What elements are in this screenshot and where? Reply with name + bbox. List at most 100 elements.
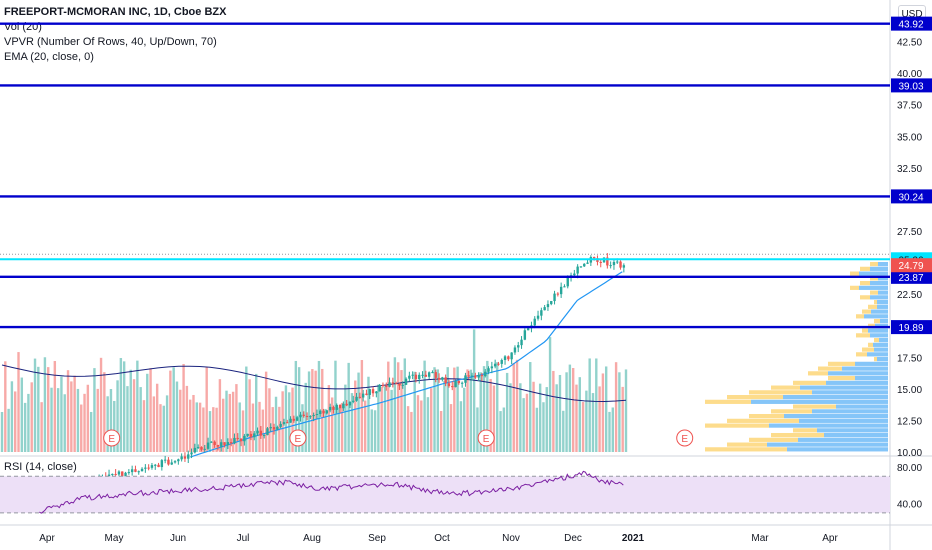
volume-bar-down bbox=[66, 370, 70, 452]
volume-bar-up bbox=[446, 367, 449, 452]
volume-bar-up bbox=[136, 360, 139, 452]
volume-bar-up bbox=[0, 412, 4, 452]
rsi-tick-label: 40.00 bbox=[897, 500, 922, 511]
volume-bar-down bbox=[264, 371, 268, 452]
vpvr-up-bar bbox=[870, 333, 888, 338]
candle-up bbox=[355, 396, 358, 401]
vpvr-up-bar bbox=[877, 304, 888, 309]
candle-down bbox=[223, 442, 226, 446]
vpvr-up-bar bbox=[867, 352, 888, 357]
last-price-tag bbox=[891, 258, 932, 273]
candle-down bbox=[592, 257, 596, 259]
candle-up bbox=[513, 347, 517, 353]
vpvr-down-bar bbox=[749, 437, 798, 442]
candle-up bbox=[401, 384, 404, 386]
volume-bar-up bbox=[37, 366, 40, 452]
volume-bar-down bbox=[400, 370, 403, 452]
x-tick-label: Oct bbox=[434, 533, 450, 544]
candle-up bbox=[368, 389, 371, 395]
candle-up bbox=[576, 266, 579, 274]
price-level-tag bbox=[891, 269, 932, 284]
vpvr-up-bar bbox=[879, 338, 888, 343]
candle-down bbox=[451, 386, 454, 388]
volume-bar-down bbox=[327, 385, 331, 452]
candle-down bbox=[229, 442, 233, 444]
candle-up bbox=[573, 273, 576, 276]
candle-up bbox=[616, 261, 619, 263]
volume-bar-up bbox=[519, 383, 522, 452]
candle-down bbox=[599, 261, 602, 263]
volume-bar-down bbox=[17, 352, 20, 452]
volume-bar-up bbox=[373, 410, 377, 452]
vpvr-down-bar bbox=[793, 428, 817, 433]
volume-bar-down bbox=[311, 369, 314, 452]
volume-bar-up bbox=[578, 377, 581, 452]
candle-up bbox=[180, 456, 183, 460]
vpvr-up-bar bbox=[873, 342, 888, 347]
volume-bar-down bbox=[14, 391, 17, 452]
vpvr-down-bar bbox=[749, 390, 812, 395]
candle-up bbox=[546, 304, 550, 308]
vpvr-down-bar bbox=[856, 314, 864, 319]
vpvr-up-bar bbox=[878, 290, 888, 295]
volume-bar-up bbox=[390, 389, 393, 452]
candle-down bbox=[474, 375, 477, 378]
candle-up bbox=[295, 417, 299, 421]
volume-bar-up bbox=[456, 366, 459, 452]
volume-bar-up bbox=[357, 372, 360, 452]
volume-bar-down bbox=[202, 407, 205, 452]
candle-down bbox=[332, 406, 335, 410]
vpvr-up-bar bbox=[870, 281, 888, 286]
vpvr-down-bar bbox=[868, 323, 875, 328]
candle-up bbox=[150, 465, 154, 468]
volume-bar-up bbox=[304, 382, 307, 452]
indicator-vpvr[interactable]: VPVR (Number Of Rows, 40, Up/Down, 70) bbox=[4, 36, 217, 48]
candle-up bbox=[348, 401, 352, 406]
y-tick-label: 12.50 bbox=[897, 416, 922, 427]
vpvr-up-bar bbox=[828, 371, 888, 376]
vpvr-up-bar bbox=[870, 266, 888, 271]
x-tick-label: Dec bbox=[564, 533, 582, 544]
volume-bar-up bbox=[10, 381, 14, 452]
candle-up bbox=[269, 427, 272, 429]
vpvr-up-bar bbox=[870, 295, 888, 300]
volume-bar-up bbox=[436, 369, 440, 452]
candle-down bbox=[457, 380, 461, 384]
vpvr-up-bar bbox=[877, 357, 888, 362]
volume-bar-up bbox=[529, 362, 532, 452]
candle-up bbox=[566, 277, 569, 287]
candle-down bbox=[305, 415, 309, 418]
earnings-marker-label: E bbox=[295, 434, 302, 445]
earnings-marker bbox=[477, 429, 495, 447]
price-level-label: 39.03 bbox=[898, 81, 923, 92]
vpvr-down-bar bbox=[870, 276, 878, 281]
rsi-line bbox=[39, 470, 624, 514]
volume-bar-up bbox=[274, 396, 278, 452]
volume-bar-up bbox=[139, 387, 142, 452]
volume-bar-up bbox=[585, 390, 588, 452]
volume-bar-up bbox=[403, 358, 406, 452]
candle-up bbox=[559, 286, 563, 295]
volume-bar-up bbox=[377, 384, 380, 452]
volume-bar-up bbox=[255, 373, 258, 452]
x-tick-label: Jun bbox=[170, 533, 186, 544]
candle-down bbox=[114, 473, 117, 475]
price-level-tag bbox=[891, 78, 932, 93]
vpvr-up-bar bbox=[855, 376, 888, 381]
indicator-ema[interactable]: EMA (20, close, 0) bbox=[4, 51, 94, 63]
candle-up bbox=[490, 366, 494, 369]
vpvr-up-bar bbox=[812, 409, 888, 414]
volume-bar-up bbox=[555, 384, 558, 452]
volume-bar-up bbox=[522, 398, 525, 452]
candle-up bbox=[163, 459, 167, 461]
indicator-rsi[interactable]: RSI (14, close) bbox=[4, 461, 77, 473]
candle-down bbox=[556, 293, 560, 295]
volume-bar-up bbox=[7, 408, 10, 452]
volume-bar-up bbox=[505, 372, 509, 452]
volume-bar-up bbox=[367, 376, 370, 452]
vpvr-down-bar bbox=[850, 285, 859, 290]
vpvr-up-bar bbox=[878, 262, 888, 267]
vpvr-down-bar bbox=[870, 290, 878, 295]
volume-bar-up bbox=[588, 358, 591, 452]
